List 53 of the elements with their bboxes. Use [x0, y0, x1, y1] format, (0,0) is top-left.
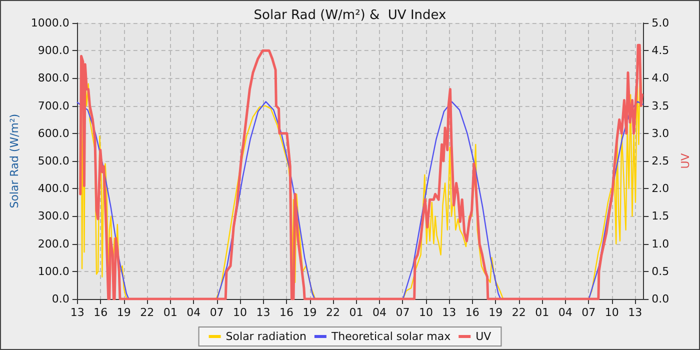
y2-tick-label: 4.0: [652, 72, 670, 85]
x-tick-label: 10: [418, 306, 433, 319]
x-tick-label: 13: [628, 306, 642, 319]
x-tick-label: 16: [465, 306, 480, 319]
x-tick-label: 19: [116, 306, 131, 319]
x-tick-label: 22: [326, 306, 340, 319]
y2-tick-label: 0.0: [652, 292, 670, 306]
x-tick-label: 13: [442, 306, 456, 319]
x-tick-label: 16: [94, 306, 108, 319]
y2-tick-label: 1.5: [652, 210, 670, 223]
legend-label: Solar radiation: [226, 330, 306, 343]
x-tick-label: 13: [256, 306, 270, 319]
x-tick-label: 10: [604, 306, 619, 319]
x-tick-label: 22: [512, 306, 526, 319]
y-tick-label: 800.0: [38, 72, 70, 85]
y-axis-title: Solar Rad (W/m²): [8, 114, 21, 208]
y2-tick-label: 1.0: [652, 237, 670, 250]
x-tick-label: 07: [582, 306, 596, 319]
x-tick-label: 16: [280, 306, 294, 319]
y-tick-label: 700.0: [38, 99, 70, 112]
x-tick-label: 19: [488, 306, 503, 319]
y2-axis-title: UV: [679, 152, 692, 169]
x-tick-label: 10: [233, 306, 248, 319]
x-tick-label: 04: [558, 306, 572, 319]
x-tick-label: 04: [372, 306, 386, 319]
x-tick-label: 07: [396, 306, 410, 319]
y2-tick-label: 2.0: [652, 182, 670, 196]
y2-tick-label: 3.0: [652, 126, 670, 140]
y-tick-label: 400.0: [38, 182, 70, 196]
x-tick-label: 01: [535, 306, 550, 319]
y2-tick-label: 5.0: [652, 16, 670, 30]
x-tick-label: 13: [70, 306, 84, 319]
y-tick-label: 900.0: [38, 44, 70, 58]
x-tick-label: 22: [140, 306, 154, 319]
x-tick-label: 19: [302, 306, 317, 319]
y-tick-label: 1000.0: [30, 16, 70, 30]
y-tick-label: 0.0: [52, 292, 70, 306]
y-tick-label: 600.0: [38, 126, 70, 140]
y-tick-label: 500.0: [38, 154, 70, 168]
y-tick-label: 300.0: [38, 210, 70, 223]
y2-tick-label: 0.5: [652, 264, 670, 278]
y-tick-label: 100.0: [38, 264, 70, 278]
legend-label: UV: [476, 330, 492, 343]
x-tick-label: 01: [349, 306, 364, 319]
x-tick-label: 07: [210, 306, 224, 319]
legend-label: Theoretical solar max: [330, 330, 452, 343]
y2-tick-label: 2.5: [652, 154, 670, 168]
x-tick-label: 04: [186, 306, 201, 319]
chart-title: Solar Rad (W/m²) & UV Index: [254, 8, 447, 23]
x-tick-label: 01: [163, 306, 178, 319]
y2-tick-label: 4.5: [652, 44, 670, 58]
y-tick-label: 200.0: [38, 237, 70, 250]
y2-tick-label: 3.5: [652, 99, 670, 112]
